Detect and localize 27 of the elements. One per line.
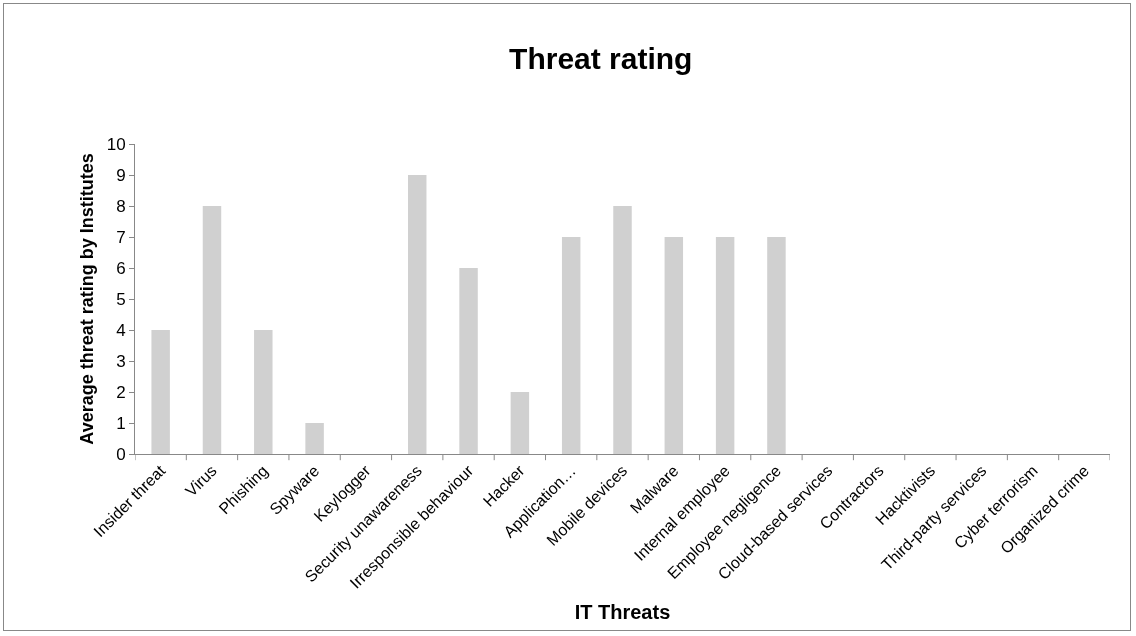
chart-title: Threat rating	[509, 41, 693, 75]
y-tick-label: 3	[116, 351, 126, 371]
bar	[305, 423, 324, 454]
bar	[459, 268, 478, 454]
x-tick-label: Virus	[182, 461, 220, 500]
bar	[202, 206, 222, 454]
bar	[767, 237, 786, 454]
bar	[715, 237, 735, 454]
y-axis-title: Average threat rating by Institutes	[76, 153, 97, 445]
bar	[510, 392, 530, 454]
y-tick-label: 0	[116, 444, 126, 464]
bar	[151, 330, 170, 454]
bar	[408, 175, 427, 454]
y-tick-label: 10	[106, 134, 126, 154]
y-tick-label: 7	[116, 227, 126, 247]
y-tick-label: 4	[116, 320, 126, 340]
bar	[561, 237, 581, 454]
bar	[254, 330, 273, 454]
y-tick-label: 9	[116, 165, 126, 185]
x-axis-title: IT Threats	[574, 601, 671, 624]
y-tick-label: 1	[116, 413, 126, 433]
y-tick-label: 8	[116, 196, 126, 216]
y-tick-label: 2	[116, 382, 126, 402]
bar	[664, 237, 684, 454]
y-tick-label: 6	[116, 258, 126, 278]
bar	[613, 206, 632, 454]
y-tick-label: 5	[116, 289, 126, 309]
